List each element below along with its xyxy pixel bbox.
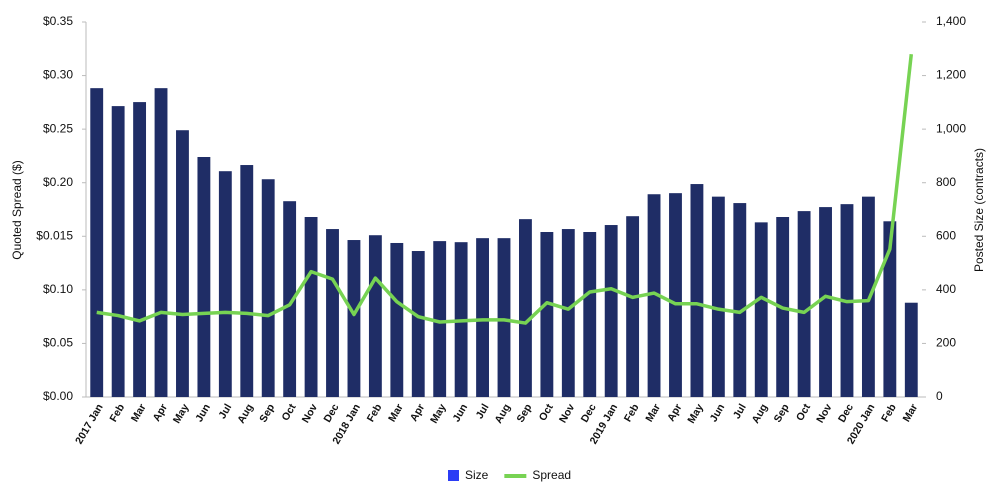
bar <box>197 157 211 397</box>
y-tick-label: $0.35 <box>43 14 73 28</box>
bar <box>133 102 147 397</box>
x-tick-label: Sep <box>257 402 277 425</box>
x-tick-label: May <box>171 402 192 426</box>
y2-tick-label: 200 <box>936 336 956 350</box>
bar <box>497 238 511 397</box>
bar <box>411 251 425 397</box>
y2-tick-label: 600 <box>936 228 956 242</box>
y2-tick-label: 400 <box>936 282 956 296</box>
bar <box>283 201 297 397</box>
bar <box>797 211 811 397</box>
x-tick-label: Jun <box>193 402 213 424</box>
bar <box>604 225 618 397</box>
x-tick-label: Nov <box>814 402 834 425</box>
bar <box>883 221 897 397</box>
bar <box>390 242 404 397</box>
x-tick-label: Apr <box>665 402 684 424</box>
bar <box>754 222 768 397</box>
y-tick-label: $0.00 <box>43 389 73 403</box>
bar <box>240 165 254 397</box>
x-tick-label: Sep <box>772 402 792 425</box>
y2-tick-label: 1,000 <box>936 121 966 135</box>
x-tick-label: Dec <box>321 402 341 425</box>
bar <box>626 216 640 397</box>
bar <box>819 207 832 397</box>
x-tick-label: Jul <box>216 402 234 421</box>
bar <box>111 106 125 397</box>
x-tick-label: May <box>685 402 706 426</box>
bar <box>711 196 725 397</box>
legend-swatch <box>448 470 459 481</box>
x-tick-label: Jul <box>731 402 749 421</box>
bar <box>583 232 597 397</box>
x-tick-label: Nov <box>300 402 320 425</box>
bar <box>304 217 318 397</box>
x-tick-label: Feb <box>107 402 127 424</box>
bar <box>904 302 918 397</box>
x-tick-label: Aug <box>492 402 513 426</box>
x-tick-label: Aug <box>235 402 256 426</box>
y2-axis-title: Posted Size (contracts) <box>972 148 986 272</box>
y2-tick-label: 800 <box>936 175 956 189</box>
x-tick-label: Oct <box>794 401 813 423</box>
bar <box>368 235 382 397</box>
x-tick-label: Mar <box>386 402 406 424</box>
y-tick-label: $0.25 <box>43 121 73 135</box>
y-axis-title: Quoted Spread ($) <box>10 160 24 259</box>
y-tick-label: $0.10 <box>43 282 73 296</box>
bar <box>347 240 361 397</box>
bar <box>90 88 104 398</box>
y2-tick-label: 1,400 <box>936 14 966 28</box>
bar <box>669 193 682 397</box>
y2-tick-label: 0 <box>936 389 943 403</box>
legend-label: Size <box>465 468 489 482</box>
x-tick-label: Feb <box>879 402 899 424</box>
bar <box>561 229 575 397</box>
x-tick-label: 2017 Jan <box>73 402 106 446</box>
x-tick-label: Apr <box>151 402 170 424</box>
y-tick-label: $0.30 <box>43 68 73 82</box>
y-tick-label: $0.015 <box>36 228 73 242</box>
x-tick-label: Apr <box>408 402 427 424</box>
y-tick-label: $0.05 <box>43 336 73 350</box>
bar <box>476 238 489 397</box>
bar <box>540 232 554 397</box>
bar <box>733 203 747 397</box>
x-tick-label: Dec <box>579 402 599 425</box>
x-tick-label: Jun <box>708 402 728 424</box>
x-tick-label: Mar <box>129 402 149 424</box>
bar <box>690 184 704 397</box>
bar <box>218 171 232 397</box>
bar <box>433 241 447 397</box>
y2-tick-label: 1,200 <box>936 68 966 82</box>
x-tick-label: Jun <box>450 402 470 424</box>
x-tick-label: Mar <box>643 402 663 424</box>
x-tick-label: Aug <box>750 402 771 426</box>
bar <box>326 229 339 397</box>
legend-label: Spread <box>532 468 571 482</box>
x-tick-label: Oct <box>279 401 298 423</box>
bar <box>519 219 532 397</box>
x-tick-label: Jul <box>474 402 492 421</box>
bar <box>154 88 168 398</box>
x-tick-label: Dec <box>836 402 856 425</box>
x-tick-label: Sep <box>514 402 534 425</box>
bar <box>261 179 275 397</box>
y-tick-label: $0.20 <box>43 175 73 189</box>
x-tick-label: Nov <box>557 402 577 425</box>
x-tick-label: Feb <box>365 402 385 424</box>
bar <box>647 194 661 397</box>
line <box>96 53 914 325</box>
x-tick-label: Oct <box>537 401 556 423</box>
x-tick-label: Mar <box>901 402 921 424</box>
x-tick-label: Feb <box>622 402 642 424</box>
bar <box>176 130 189 397</box>
x-tick-label: May <box>428 402 449 426</box>
